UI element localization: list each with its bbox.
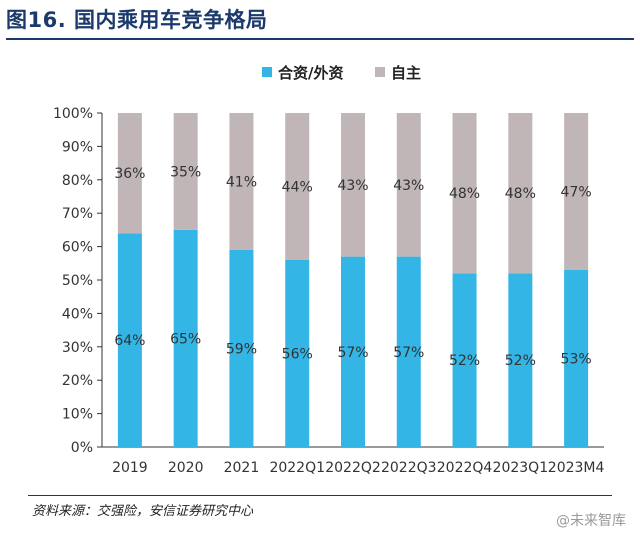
title-rule: [6, 38, 634, 40]
bar-jv: [173, 229, 198, 447]
data-label: 59%: [226, 341, 257, 357]
data-label: 53%: [561, 351, 592, 367]
data-label: 52%: [505, 353, 536, 369]
source-rule: [28, 495, 612, 496]
x-tick-label: 2022Q1: [269, 460, 325, 476]
bar-jv: [452, 273, 477, 447]
bar-jv: [341, 256, 365, 447]
bar-jv: [508, 273, 533, 447]
y-tick-label: 60%: [62, 240, 93, 256]
data-label: 36%: [114, 166, 145, 182]
legend-swatch-0: [262, 67, 272, 77]
legend-label-1: 自主: [391, 64, 421, 82]
legend-swatch-1: [375, 67, 385, 77]
y-tick-label: 100%: [53, 106, 93, 122]
y-tick-label: 70%: [62, 206, 93, 222]
bar-domestic: [396, 113, 421, 257]
bar-domestic: [229, 113, 254, 250]
y-tick-label: 30%: [62, 340, 93, 356]
y-tick-label: 40%: [62, 306, 93, 322]
y-tick-label: 50%: [62, 273, 93, 289]
y-tick-label: 80%: [62, 173, 93, 189]
bar-domestic: [452, 113, 477, 274]
y-tick-label: 10%: [62, 407, 93, 423]
bar-jv: [117, 233, 142, 447]
data-label: 57%: [337, 345, 368, 361]
data-label: 48%: [505, 186, 536, 202]
data-label: 47%: [561, 184, 592, 200]
data-label: 35%: [170, 164, 201, 180]
bar-jv: [229, 249, 254, 447]
data-label: 44%: [282, 179, 313, 195]
bar-jv: [285, 259, 310, 447]
source-note: 资料来源：交强险，安信证券研究中心: [32, 504, 254, 519]
data-label: 65%: [170, 331, 201, 347]
bar-domestic: [341, 113, 365, 257]
data-label: 52%: [449, 353, 480, 369]
x-tick-label: 2023M4: [548, 460, 605, 476]
x-tick-label: 2019: [112, 460, 148, 476]
x-tick-label: 2022Q4: [437, 460, 493, 476]
bar-domestic: [173, 113, 198, 230]
watermark: @未来智库: [556, 513, 626, 529]
y-tick-label: 20%: [62, 373, 93, 389]
x-tick-label: 2022Q3: [381, 460, 437, 476]
bar-domestic: [564, 113, 589, 270]
figure-title: 图16. 国内乘用车竞争格局: [6, 8, 268, 32]
data-label: 43%: [337, 178, 368, 194]
bar-jv: [564, 269, 589, 447]
bar-domestic: [508, 113, 533, 274]
y-tick-label: 0%: [71, 440, 93, 456]
x-tick-label: 2022Q2: [325, 460, 381, 476]
data-label: 56%: [282, 346, 313, 362]
data-label: 41%: [226, 174, 257, 190]
x-tick-label: 2020: [168, 460, 204, 476]
x-tick-label: 2023Q1: [493, 460, 549, 476]
data-label: 43%: [393, 178, 424, 194]
y-tick-label: 90%: [62, 139, 93, 155]
legend-label-0: 合资/外资: [277, 64, 343, 82]
data-label: 64%: [114, 333, 145, 349]
x-tick-label: 2021: [224, 460, 260, 476]
data-label: 48%: [449, 186, 480, 202]
bar-domestic: [285, 113, 310, 260]
data-label: 57%: [393, 345, 424, 361]
bar-domestic: [117, 113, 142, 234]
bar-jv: [396, 256, 421, 447]
